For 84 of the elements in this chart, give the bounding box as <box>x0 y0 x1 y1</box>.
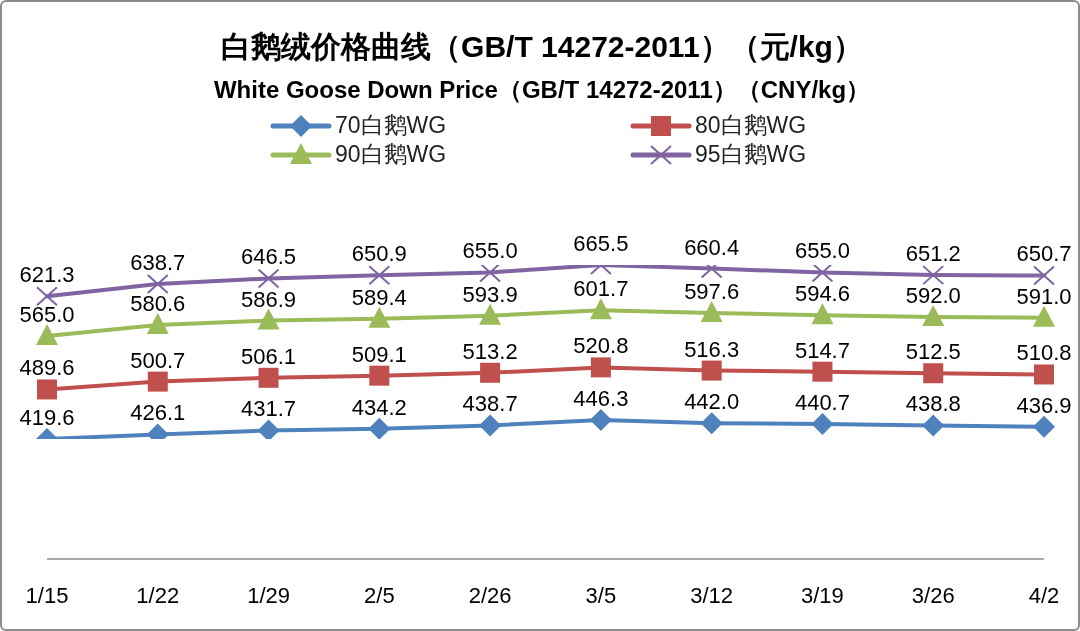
data-label: 621.3 <box>19 262 75 288</box>
data-label: 655.0 <box>794 238 850 264</box>
x-tick-label: 3/12 <box>690 582 734 608</box>
data-label: 665.5 <box>573 231 629 256</box>
data-label: 646.5 <box>241 244 297 270</box>
data-label: 650.9 <box>351 241 407 267</box>
data-label: 419.6 <box>19 405 75 430</box>
point <box>369 365 390 386</box>
data-label: 442.0 <box>684 389 740 415</box>
data-label: 520.8 <box>573 333 629 359</box>
point <box>1033 415 1055 438</box>
chart-subtitle: White Goose Down Price（GB/T 14272-2011）（CNY/kg） <box>212 75 872 105</box>
x-tick-label: 3/26 <box>911 582 955 608</box>
point <box>147 371 168 392</box>
point <box>479 414 502 437</box>
point <box>257 308 280 330</box>
point <box>1033 305 1055 327</box>
legend-label: 90白鹅WG <box>335 140 447 169</box>
point <box>368 417 391 439</box>
point <box>589 298 612 320</box>
legend-label: 80白鹅WG <box>695 111 807 140</box>
x-tick-label: 1/15 <box>25 582 69 608</box>
legend-label: 70白鹅WG <box>335 111 447 140</box>
chart-title: 白鹅绒价格曲线（GB/T 14272-2011）（元/kg） <box>220 29 864 65</box>
point <box>812 361 833 382</box>
data-label: 594.6 <box>794 281 850 307</box>
data-label: 431.7 <box>241 396 297 422</box>
data-label: 500.7 <box>130 347 186 373</box>
point <box>700 412 723 435</box>
data-label: 434.2 <box>351 394 407 420</box>
data-label: 510.8 <box>1016 340 1072 366</box>
point <box>1034 364 1054 385</box>
data-label: 591.0 <box>1016 283 1072 309</box>
point <box>257 419 280 439</box>
point <box>36 324 58 346</box>
data-label: 440.7 <box>794 390 850 416</box>
data-label: 592.0 <box>905 283 961 309</box>
x-tick-label: 3/5 <box>585 582 617 608</box>
point <box>258 367 279 388</box>
data-label: 650.7 <box>1016 241 1072 267</box>
point <box>480 362 501 383</box>
point <box>37 379 57 400</box>
data-label: 593.9 <box>462 281 518 307</box>
data-label: 438.8 <box>905 391 961 417</box>
data-label: 438.7 <box>462 391 518 417</box>
point <box>923 363 944 384</box>
data-label: 660.4 <box>684 234 740 260</box>
x-tick-label: 1/22 <box>136 582 180 608</box>
data-label: 509.1 <box>351 341 407 367</box>
point <box>479 303 502 325</box>
point <box>811 413 834 436</box>
point <box>368 306 391 328</box>
data-label: 580.6 <box>130 291 186 317</box>
data-label: 506.1 <box>241 343 297 369</box>
point <box>701 360 722 381</box>
x-tick-label: 2/5 <box>364 582 395 608</box>
point <box>811 303 834 325</box>
data-label: 514.7 <box>794 337 850 363</box>
point <box>590 357 611 378</box>
data-label: 436.9 <box>1016 392 1072 418</box>
data-label: 489.6 <box>19 355 75 381</box>
point <box>700 301 723 323</box>
legend-label: 95白鹅WG <box>695 140 807 169</box>
data-label: 586.9 <box>241 286 297 312</box>
data-label: 516.3 <box>684 336 740 362</box>
x-tick-label: 3/19 <box>801 582 844 608</box>
data-label: 597.6 <box>684 279 740 305</box>
x-tick-label: 2/26 <box>468 582 512 608</box>
data-label: 655.0 <box>462 238 518 264</box>
data-label: 446.3 <box>573 386 629 412</box>
x-tick-label: 4/2 <box>1028 582 1060 608</box>
point <box>146 313 169 335</box>
data-label: 565.0 <box>19 302 75 328</box>
data-label: 601.7 <box>573 276 629 302</box>
point <box>922 414 945 437</box>
data-label: 426.1 <box>130 400 186 426</box>
data-label: 638.7 <box>130 249 186 275</box>
point <box>589 409 612 432</box>
data-label: 651.2 <box>905 241 961 267</box>
point <box>922 305 945 327</box>
data-label: 589.4 <box>351 284 407 310</box>
data-label: 512.5 <box>905 339 961 365</box>
data-label: 513.2 <box>462 338 518 364</box>
x-tick-label: 1/29 <box>247 582 290 608</box>
